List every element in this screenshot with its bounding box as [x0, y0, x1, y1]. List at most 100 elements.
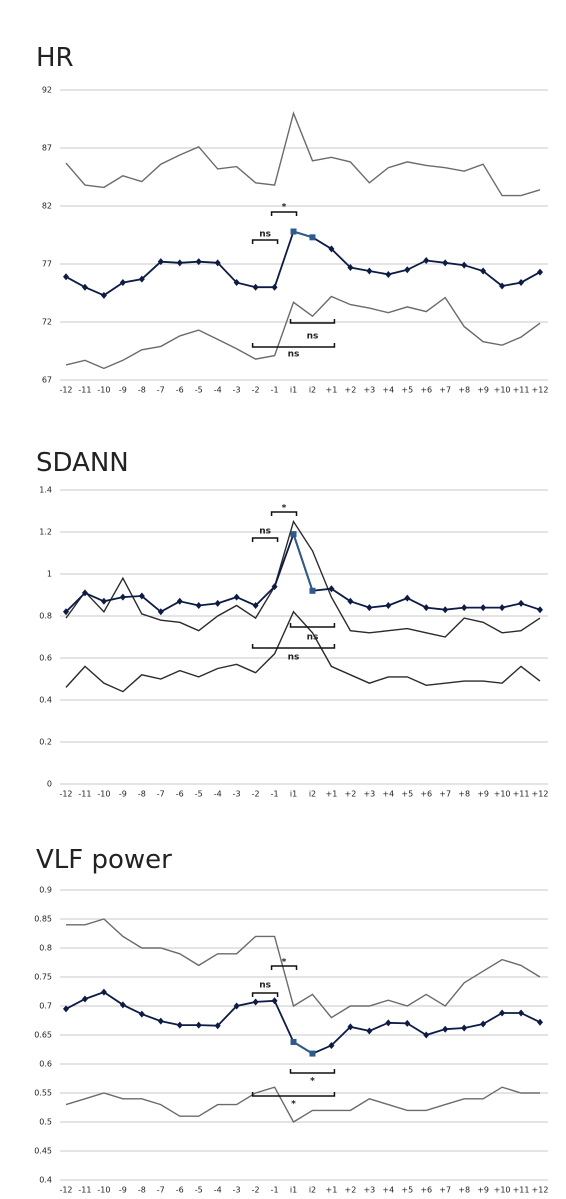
x-tick-label: +9: [477, 790, 489, 799]
marker: [176, 259, 183, 267]
marker: [366, 604, 373, 612]
marker: [195, 602, 202, 609]
marker: [157, 258, 164, 266]
y-tick-label: 87: [42, 144, 52, 153]
highlight-segment: [292, 1041, 314, 1055]
marker: [328, 1041, 335, 1049]
marker: [63, 608, 69, 616]
y-tick-label: 0.8: [39, 612, 52, 621]
y-tick-label: 0.5: [39, 1118, 52, 1127]
x-tick-label: -1: [271, 1186, 279, 1195]
marker: [100, 291, 107, 299]
marker: [442, 606, 449, 614]
bracket: [289, 319, 336, 324]
x-tick-label: i1: [290, 790, 297, 799]
x-tick-label: -12: [59, 790, 72, 799]
annotation: *: [291, 1100, 296, 1110]
series-line: [65, 610, 541, 693]
x-tick-label: i1: [290, 1186, 297, 1195]
y-tick-label: 67: [42, 376, 52, 385]
y-tick-label: 0.85: [34, 915, 52, 924]
x-tick-label: -1: [271, 790, 279, 799]
series-line: [65, 230, 541, 297]
marker: [499, 604, 506, 612]
series-line: [65, 1086, 540, 1123]
chart-title: HR: [36, 43, 74, 73]
y-tick-label: 0.6: [39, 654, 52, 663]
y-tick-label: 72: [42, 318, 52, 327]
marker: [404, 266, 411, 274]
x-tick-label: -11: [78, 386, 91, 395]
x-tick-label: +5: [401, 386, 413, 395]
marker: [214, 259, 221, 267]
annotation: *: [282, 958, 287, 968]
marker: [271, 283, 278, 291]
x-tick-label: +5: [401, 1186, 413, 1195]
highlight-segment: [292, 533, 314, 592]
x-tick-label: -6: [176, 790, 184, 799]
x-tick-label: +11: [513, 790, 530, 799]
annotation: ns: [259, 230, 271, 240]
series-line: [65, 531, 541, 613]
marker: [347, 1023, 354, 1031]
bracket: [251, 992, 279, 997]
x-tick-label: -7: [157, 1186, 165, 1195]
marker: [63, 273, 69, 281]
y-tick-label: 0: [47, 780, 52, 789]
annotation: ns: [307, 332, 319, 342]
marker: [233, 593, 240, 601]
annotation: ns: [288, 350, 300, 360]
x-tick-label: +6: [420, 790, 432, 799]
annotation: *: [282, 203, 287, 213]
x-tick-label: +8: [458, 386, 470, 395]
y-tick-label: 0.2: [39, 738, 52, 747]
bracket: [251, 644, 336, 649]
marker: [499, 1009, 506, 1017]
series-line: [66, 918, 541, 1019]
x-tick-label: -4: [214, 1186, 222, 1195]
marker: [499, 282, 506, 290]
x-tick-label: +4: [382, 1186, 394, 1195]
marker: [214, 1022, 221, 1030]
y-tick-label: 0.65: [34, 1031, 52, 1040]
x-tick-label: +5: [401, 790, 413, 799]
y-tick-label: 0.4: [39, 1176, 52, 1185]
marker: [100, 988, 107, 996]
series-line: [65, 110, 541, 197]
y-tick-label: 0.7: [39, 1002, 52, 1011]
marker: [81, 589, 88, 597]
x-tick-label: i2: [309, 386, 316, 395]
x-tick-label: +10: [494, 1186, 511, 1195]
x-tick-label: +3: [363, 386, 375, 395]
x-tick-label: -8: [138, 386, 146, 395]
marker: [385, 270, 392, 278]
marker: [366, 1027, 373, 1035]
x-tick-label: -7: [157, 790, 165, 799]
marker: [347, 597, 354, 605]
x-tick-label: +3: [363, 1186, 375, 1195]
x-tick-label: -5: [195, 790, 203, 799]
marker: [423, 604, 430, 612]
x-tick-label: +6: [420, 1186, 432, 1195]
x-tick-label: i2: [309, 1186, 316, 1195]
y-tick-label: 0.75: [34, 973, 52, 982]
x-tick-label: -5: [195, 386, 203, 395]
x-tick-label: -10: [97, 790, 110, 799]
x-tick-label: -4: [214, 386, 222, 395]
marker: [176, 597, 183, 605]
marker: [195, 1021, 202, 1029]
x-tick-label: -2: [252, 1186, 260, 1195]
bracket: [251, 239, 279, 244]
marker: [100, 597, 107, 605]
x-tick-label: -6: [176, 1186, 184, 1195]
bracket: [270, 511, 298, 516]
x-tick-label: -3: [233, 1186, 241, 1195]
x-tick-label: -12: [59, 386, 72, 395]
marker: [404, 1019, 411, 1027]
marker: [518, 1009, 525, 1017]
y-tick-label: 0.8: [39, 944, 52, 953]
marker: [119, 279, 126, 287]
marker: [119, 1001, 126, 1009]
